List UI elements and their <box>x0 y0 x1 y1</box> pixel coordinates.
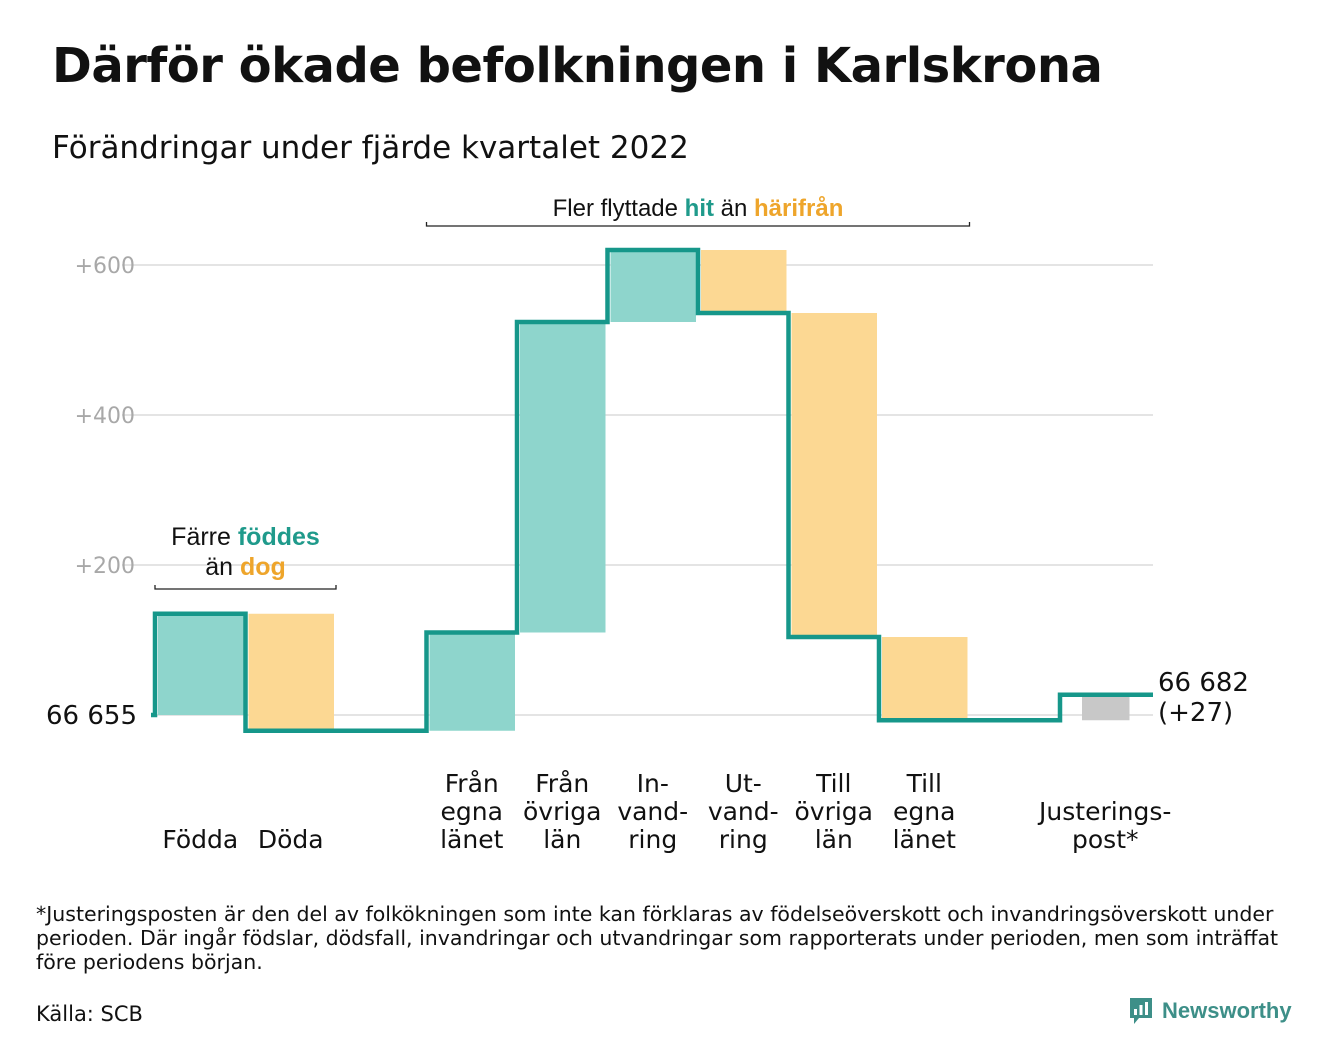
category-label: Från egna länet <box>440 769 503 854</box>
brand-name: Newsworthy <box>1162 998 1292 1023</box>
annotation-bracket <box>425 222 971 227</box>
bar-inflow-0 <box>158 613 244 715</box>
category-label: Till egna länet <box>893 769 956 854</box>
end-value-label: 66 682 <box>1158 668 1249 698</box>
annotation-bracket <box>154 585 337 590</box>
chart-subtitle: Förändringar under fjärde kvartalet 2022 <box>52 130 689 166</box>
bar-outflow-1 <box>248 613 334 731</box>
y-tick-label: +200 <box>75 554 135 579</box>
annotation-text: Fler flyttade hit än härifrån <box>553 195 844 222</box>
category-label: Till övriga län <box>794 769 873 854</box>
bar-inflow-4 <box>520 322 606 633</box>
running-total-line <box>151 247 1153 733</box>
brand-logo: Newsworthy <box>1128 996 1292 1026</box>
source-label: Källa: SCB <box>36 1002 143 1026</box>
newsworthy-logo-icon <box>1130 998 1152 1024</box>
bar-inflow-5 <box>610 250 696 322</box>
bar-outflow-6 <box>701 250 787 313</box>
bar-outflow-7 <box>791 313 877 637</box>
waterfall-chart: +200 +400 +600 Födda Döda Från egna länet Från öv… <box>46 195 1249 854</box>
category-label: Födda <box>162 825 238 854</box>
category-label: In-vand-ring <box>617 769 688 854</box>
category-label: Från övriga län <box>523 769 602 854</box>
footnote: *Justeringsposten är den del av folkökni… <box>36 902 1279 974</box>
bar-adjustment-10 <box>1082 694 1130 721</box>
annotation-text: än dog <box>205 553 286 581</box>
category-label: Justerings-post* <box>1037 797 1171 854</box>
category-label: Döda <box>258 825 324 854</box>
y-tick-label: +400 <box>75 404 135 429</box>
bar-outflow-8 <box>882 637 968 721</box>
bar-inflow-3 <box>429 632 515 731</box>
category-label: Ut-vand-ring <box>708 769 779 854</box>
end-change-label: (+27) <box>1158 698 1233 728</box>
chart-title: Därför ökade befolkningen i Karlskrona <box>52 38 1103 94</box>
start-value-label: 66 655 <box>46 701 137 731</box>
annotation-text: Färre föddes <box>171 523 320 551</box>
y-tick-label: +600 <box>75 254 135 279</box>
